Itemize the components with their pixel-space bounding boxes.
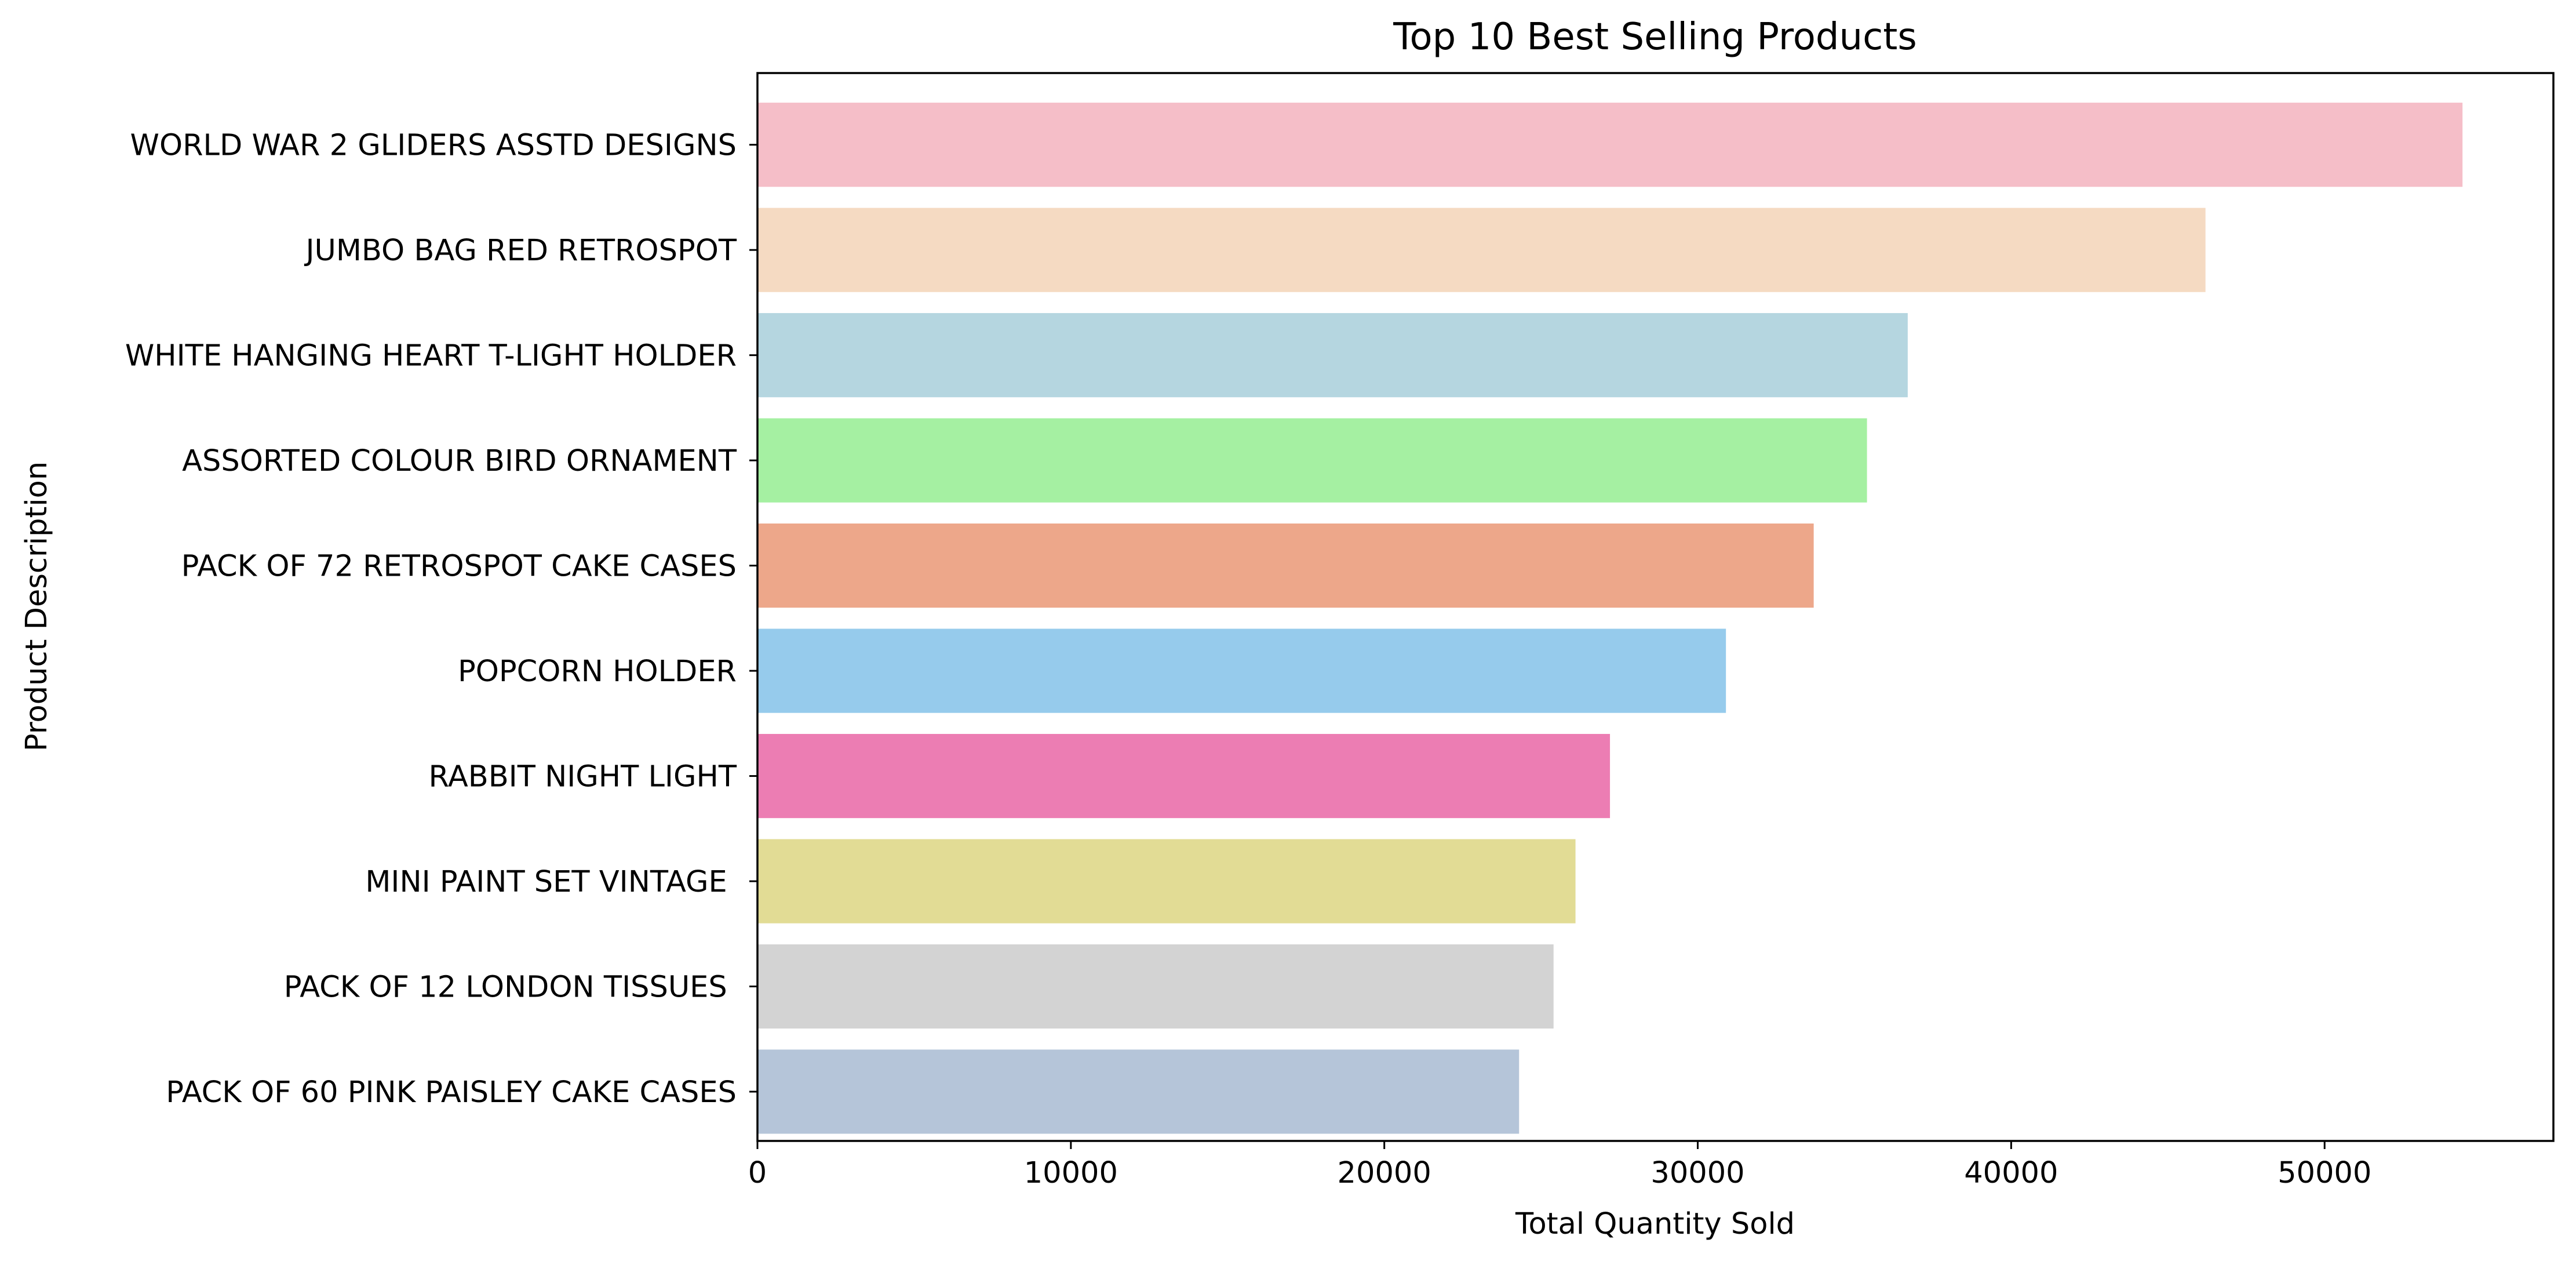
- bar: [757, 1049, 1520, 1134]
- bar: [757, 208, 2206, 292]
- x-tick-label: 0: [748, 1156, 767, 1190]
- bars-group: [757, 103, 2463, 1134]
- x-axis-label: Total Quantity Sold: [1515, 1207, 1795, 1241]
- y-tick-label: PACK OF 12 LONDON TISSUES: [284, 970, 737, 1005]
- y-tick-label: WORLD WAR 2 GLIDERS ASSTD DESIGNS: [130, 129, 737, 163]
- y-tick-label: ASSORTED COLOUR BIRD ORNAMENT: [182, 444, 737, 478]
- y-axis-label: Product Description: [20, 461, 54, 751]
- bar: [757, 103, 2463, 187]
- plot-frame: [756, 72, 2555, 1142]
- x-tick-group: 0 10000 20000 30000 40000 50000: [748, 1141, 2371, 1190]
- bar: [757, 944, 1554, 1029]
- bar: [757, 418, 1867, 503]
- y-tick-label: PACK OF 60 PINK PAISLEY CAKE CASES: [166, 1075, 737, 1110]
- x-tick-label: 10000: [1024, 1156, 1118, 1190]
- x-tick-label: 30000: [1650, 1156, 1744, 1190]
- y-tick-label: PACK OF 72 RETROSPOT CAKE CASES: [181, 550, 737, 584]
- y-tick-label: MINI PAINT SET VINTAGE: [365, 865, 737, 899]
- bar: [757, 313, 1908, 398]
- y-tick-group: WORLD WAR 2 GLIDERS ASSTD DESIGNS JUMBO B…: [125, 129, 757, 1110]
- y-tick-label: RABBIT NIGHT LIGHT: [428, 760, 737, 794]
- y-tick-label: POPCORN HOLDER: [458, 655, 737, 689]
- bar: [757, 628, 1726, 713]
- x-tick-label: 20000: [1338, 1156, 1431, 1190]
- bar: [757, 839, 1576, 924]
- x-tick-label: 40000: [1964, 1156, 2058, 1190]
- y-tick-label: JUMBO BAG RED RETROSPOT: [304, 234, 737, 268]
- chart-title: Top 10 Best Selling Products: [1393, 16, 1916, 59]
- bar: [757, 524, 1814, 608]
- bar: [757, 733, 1611, 819]
- x-tick-label: 50000: [2278, 1156, 2371, 1190]
- y-tick-label: WHITE HANGING HEART T-LIGHT HOLDER: [125, 339, 737, 373]
